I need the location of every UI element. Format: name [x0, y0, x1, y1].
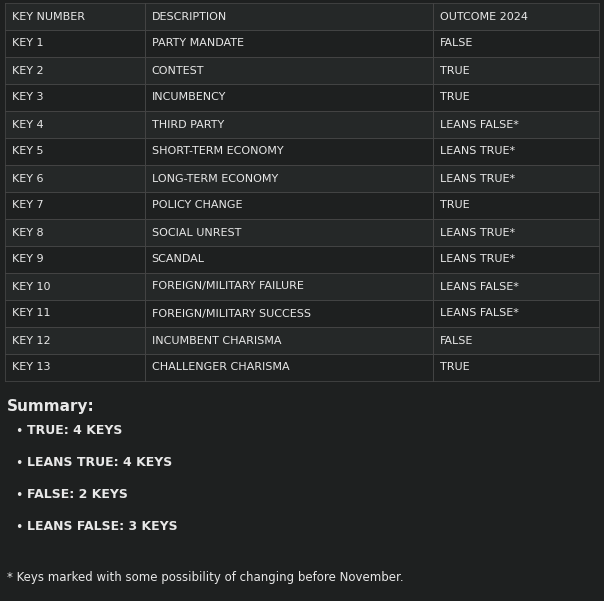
Text: SOCIAL UNREST: SOCIAL UNREST	[152, 228, 241, 237]
Bar	[5, 111, 144, 138]
Bar	[5, 192, 144, 219]
Text: LONG-TERM ECONOMY: LONG-TERM ECONOMY	[152, 174, 278, 183]
Text: LEANS FALSE*: LEANS FALSE*	[440, 120, 519, 129]
Text: KEY 2: KEY 2	[12, 66, 43, 76]
Text: KEY NUMBER: KEY NUMBER	[12, 11, 85, 22]
Bar	[5, 219, 144, 246]
Text: KEY 3: KEY 3	[12, 93, 43, 103]
Bar	[5, 3, 144, 30]
Bar	[144, 192, 432, 219]
Bar	[5, 30, 144, 57]
Text: OUTCOME 2024: OUTCOME 2024	[440, 11, 528, 22]
Bar	[5, 300, 144, 327]
Text: FALSE: FALSE	[440, 335, 473, 346]
Text: POLICY CHANGE: POLICY CHANGE	[152, 201, 242, 210]
Bar	[144, 138, 432, 165]
Bar	[144, 327, 432, 354]
Text: DESCRIPTION: DESCRIPTION	[152, 11, 227, 22]
Text: INCUMBENT CHARISMA: INCUMBENT CHARISMA	[152, 335, 281, 346]
Text: KEY 8: KEY 8	[12, 228, 43, 237]
Text: TRUE: TRUE	[440, 201, 469, 210]
Bar	[5, 57, 144, 84]
Bar	[5, 327, 144, 354]
Text: FALSE: 2 KEYS: FALSE: 2 KEYS	[27, 489, 128, 501]
Text: SHORT-TERM ECONOMY: SHORT-TERM ECONOMY	[152, 147, 283, 156]
Bar	[144, 30, 432, 57]
Text: •: •	[15, 520, 22, 534]
Text: CHALLENGER CHARISMA: CHALLENGER CHARISMA	[152, 362, 289, 373]
Bar	[432, 3, 599, 30]
Text: LEANS FALSE*: LEANS FALSE*	[440, 308, 519, 319]
Text: LEANS TRUE*: LEANS TRUE*	[440, 228, 515, 237]
Text: INCUMBENCY: INCUMBENCY	[152, 93, 226, 103]
Text: KEY 13: KEY 13	[12, 362, 51, 373]
Text: TRUE: TRUE	[440, 362, 469, 373]
Text: KEY 4: KEY 4	[12, 120, 43, 129]
Text: LEANS TRUE: 4 KEYS: LEANS TRUE: 4 KEYS	[27, 457, 172, 469]
Text: KEY 1: KEY 1	[12, 38, 43, 49]
Bar	[144, 57, 432, 84]
Text: PARTY MANDATE: PARTY MANDATE	[152, 38, 243, 49]
Bar	[432, 246, 599, 273]
Bar	[432, 165, 599, 192]
Bar	[432, 138, 599, 165]
Text: LEANS TRUE*: LEANS TRUE*	[440, 174, 515, 183]
Bar	[5, 138, 144, 165]
Bar	[432, 300, 599, 327]
Text: LEANS FALSE*: LEANS FALSE*	[440, 281, 519, 291]
Bar	[432, 219, 599, 246]
Text: LEANS TRUE*: LEANS TRUE*	[440, 147, 515, 156]
Bar	[432, 327, 599, 354]
Bar	[144, 300, 432, 327]
Bar	[432, 192, 599, 219]
Bar	[5, 273, 144, 300]
Text: CONTEST: CONTEST	[152, 66, 204, 76]
Text: KEY 12: KEY 12	[12, 335, 51, 346]
Bar	[144, 246, 432, 273]
Bar	[144, 3, 432, 30]
Bar	[5, 354, 144, 381]
Bar	[432, 57, 599, 84]
Text: TRUE: TRUE	[440, 66, 469, 76]
Text: FOREIGN/MILITARY FAILURE: FOREIGN/MILITARY FAILURE	[152, 281, 303, 291]
Text: FALSE: FALSE	[440, 38, 473, 49]
Text: KEY 6: KEY 6	[12, 174, 43, 183]
Text: LEANS FALSE: 3 KEYS: LEANS FALSE: 3 KEYS	[27, 520, 178, 534]
Text: FOREIGN/MILITARY SUCCESS: FOREIGN/MILITARY SUCCESS	[152, 308, 310, 319]
Text: THIRD PARTY: THIRD PARTY	[152, 120, 224, 129]
Text: KEY 7: KEY 7	[12, 201, 43, 210]
Bar	[432, 30, 599, 57]
Bar	[144, 354, 432, 381]
Bar	[432, 273, 599, 300]
Bar	[432, 354, 599, 381]
Text: * Keys marked with some possibility of changing before November.: * Keys marked with some possibility of c…	[7, 571, 403, 584]
Text: KEY 10: KEY 10	[12, 281, 51, 291]
Bar	[432, 84, 599, 111]
Text: KEY 11: KEY 11	[12, 308, 51, 319]
Bar	[432, 111, 599, 138]
Text: TRUE: 4 KEYS: TRUE: 4 KEYS	[27, 424, 123, 438]
Bar	[5, 165, 144, 192]
Text: LEANS TRUE*: LEANS TRUE*	[440, 254, 515, 264]
Text: •: •	[15, 457, 22, 469]
Bar	[5, 84, 144, 111]
Text: TRUE: TRUE	[440, 93, 469, 103]
Bar	[144, 111, 432, 138]
Text: •: •	[15, 489, 22, 501]
Text: Summary:: Summary:	[7, 399, 95, 414]
Bar	[5, 246, 144, 273]
Bar	[144, 273, 432, 300]
Bar	[144, 84, 432, 111]
Text: KEY 9: KEY 9	[12, 254, 43, 264]
Bar	[144, 165, 432, 192]
Text: •: •	[15, 424, 22, 438]
Text: SCANDAL: SCANDAL	[152, 254, 205, 264]
Bar	[144, 219, 432, 246]
Text: KEY 5: KEY 5	[12, 147, 43, 156]
